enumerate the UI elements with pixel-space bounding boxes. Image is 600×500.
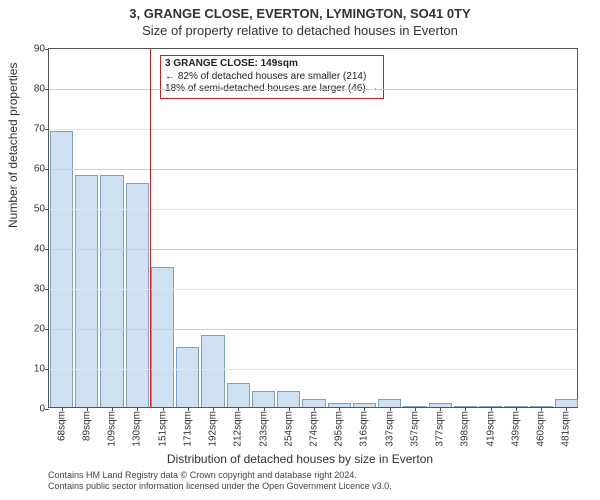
x-tick-label: 151sqm (157, 411, 168, 447)
annotation-line: ← 82% of detached houses are smaller (21… (165, 71, 378, 84)
x-tick-label: 254sqm (283, 411, 294, 447)
title-block: 3, GRANGE CLOSE, EVERTON, LYMINGTON, SO4… (0, 0, 600, 38)
gridline (49, 409, 577, 410)
bar (151, 267, 174, 407)
annotation-box: 3 GRANGE CLOSE: 149sqm← 82% of detached … (160, 55, 383, 99)
y-tick-label: 10 (34, 364, 49, 375)
bar (126, 183, 149, 407)
x-tick-label: 233sqm (258, 411, 269, 447)
x-tick-label: 109sqm (107, 411, 118, 447)
x-tick-label: 357sqm (409, 411, 420, 447)
gridline (49, 129, 577, 130)
gridline (49, 369, 577, 370)
title-subtitle: Size of property relative to detached ho… (0, 23, 600, 38)
x-tick-label: 274sqm (309, 411, 320, 447)
x-tick-label: 337sqm (384, 411, 395, 447)
plot-area: 68sqm89sqm109sqm130sqm151sqm171sqm192sqm… (48, 48, 578, 408)
gridline (49, 169, 577, 170)
gridline (49, 249, 577, 250)
y-tick-label: 20 (34, 324, 49, 335)
chart-root: 3, GRANGE CLOSE, EVERTON, LYMINGTON, SO4… (0, 0, 600, 500)
attribution-line1: Contains HM Land Registry data © Crown c… (48, 470, 392, 481)
gridline (49, 209, 577, 210)
bar (176, 347, 199, 407)
attribution: Contains HM Land Registry data © Crown c… (48, 470, 392, 492)
x-tick-label: 481sqm (561, 411, 572, 447)
bar (201, 335, 224, 407)
x-tick-label: 377sqm (435, 411, 446, 447)
gridline (49, 329, 577, 330)
y-tick-label: 30 (34, 284, 49, 295)
y-tick-label: 80 (34, 84, 49, 95)
y-tick-label: 70 (34, 124, 49, 135)
attribution-line2: Contains public sector information licen… (48, 481, 392, 492)
y-tick-label: 90 (34, 44, 49, 55)
marker-line (150, 49, 151, 407)
gridline (49, 289, 577, 290)
bar (378, 399, 401, 407)
y-tick-label: 0 (39, 404, 49, 415)
x-tick-label: 130sqm (132, 411, 143, 447)
y-tick-label: 50 (34, 204, 49, 215)
gridline (49, 49, 577, 50)
x-tick-label: 295sqm (334, 411, 345, 447)
x-tick-label: 171sqm (182, 411, 193, 447)
x-tick-label: 68sqm (56, 411, 67, 441)
x-tick-label: 439sqm (510, 411, 521, 447)
bars-layer (49, 49, 577, 407)
x-axis-label: Distribution of detached houses by size … (0, 452, 600, 466)
y-tick-label: 40 (34, 244, 49, 255)
x-tick-label: 419sqm (485, 411, 496, 447)
bar (277, 391, 300, 407)
bar (50, 131, 73, 407)
bar (555, 399, 578, 407)
x-tick-label: 212sqm (233, 411, 244, 447)
bar (252, 391, 275, 407)
y-tick-label: 60 (34, 164, 49, 175)
bar (227, 383, 250, 407)
x-tick-label: 316sqm (359, 411, 370, 447)
title-address: 3, GRANGE CLOSE, EVERTON, LYMINGTON, SO4… (0, 6, 600, 21)
x-tick-label: 460sqm (536, 411, 547, 447)
bar (302, 399, 325, 407)
x-tick-label: 398sqm (460, 411, 471, 447)
x-tick-label: 192sqm (208, 411, 219, 447)
gridline (49, 89, 577, 90)
y-axis-label: Number of detached properties (6, 63, 20, 228)
annotation-line: 3 GRANGE CLOSE: 149sqm (165, 58, 378, 71)
x-tick-label: 89sqm (81, 411, 92, 441)
